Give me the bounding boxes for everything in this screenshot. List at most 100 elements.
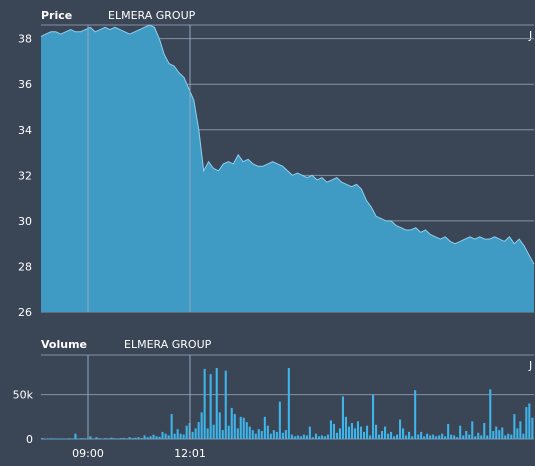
volume-bar [314,433,317,439]
volume-bar [444,436,447,439]
volume-bar [194,428,197,439]
volume-bar [519,421,522,440]
volume-bar [47,438,50,440]
volume-bar [347,426,350,439]
volume-bar [329,420,332,439]
volume-bar [209,374,212,439]
volume-bar [378,434,381,439]
volume-bar [290,434,293,439]
volume-panel-title: Volume [41,338,87,351]
volume-bar [98,438,101,439]
volume-bar [155,436,158,439]
volume-bar [281,432,284,439]
volume-bar [86,438,89,440]
volume-bar [122,437,125,439]
volume-bar [182,434,185,439]
volume-bar [242,417,245,439]
volume-bar [248,426,251,439]
volume-bar [44,438,47,440]
volume-bar [293,436,296,439]
volume-bar [185,425,188,439]
volume-bar [453,435,456,439]
volume-bar [56,438,59,440]
volume-bar [41,438,44,439]
volume-bar [164,433,167,439]
volume-bar [311,437,314,439]
volume-bar [429,435,432,439]
volume-bar [143,435,146,439]
volume-bar [299,436,302,439]
volume-bar [335,432,338,439]
volume-bar [405,435,408,439]
volume-bar [89,436,92,439]
volume-bar [272,430,275,439]
volume-bar [320,435,323,439]
volume-bar [203,368,206,439]
price-time-markers [87,25,191,312]
volume-bar [137,437,140,439]
volume-bar [399,419,402,439]
time-tick-label: 12:01 [174,447,206,460]
volume-bar [212,424,215,439]
volume-bar [221,430,224,439]
volume-bar [95,437,98,439]
volume-bar [80,438,83,439]
volume-bar [474,436,477,439]
volume-bar [417,434,420,439]
volume-bar [477,432,480,439]
volume-bar [191,431,194,439]
volume-bar [525,407,528,439]
volume-bar [113,438,116,439]
volume-bar [468,434,471,439]
volume-bar [465,431,468,439]
volume-bar [68,438,71,440]
volume-bar [101,438,104,440]
volume-bar [366,425,369,439]
volume-bar [471,421,474,440]
volume-bar [62,438,65,440]
price-tick-label: 38 [18,33,32,46]
volume-bar [254,433,257,439]
volume-bar [369,435,372,439]
volume-bar [302,434,305,439]
volume-bar [438,435,441,439]
volume-bar [396,434,399,439]
volume-bar [233,414,236,439]
volume-bar [426,433,429,439]
price-panel-title: Price [41,9,72,22]
volume-bar [402,428,405,439]
price-corner-label: J [528,29,532,42]
price-tick-label: 34 [18,124,32,137]
volume-bar [513,414,516,439]
volume-bar [308,426,311,439]
volume-bar [179,433,182,439]
volume-time-markers [87,355,191,439]
volume-bar [510,434,513,439]
volume-bar [408,431,411,439]
volume-bar [239,416,242,439]
volume-bar [384,426,387,439]
volume-bars [41,368,534,440]
volume-bar [140,438,143,439]
volume-bar [305,435,308,439]
volume-bar [251,430,254,439]
volume-bar [224,370,227,439]
volume-bar [462,435,465,439]
volume-bar [459,425,462,439]
price-y-axis: 26 28 30 32 34 36 38 [18,33,32,319]
volume-bar [149,436,152,439]
volume-bar [435,436,438,439]
volume-bar [504,435,507,439]
volume-bar [128,437,131,439]
volume-bar [245,422,248,439]
volume-bar [257,429,260,439]
volume-bar [173,433,176,439]
volume-bar [77,438,80,440]
volume-bar [65,438,68,440]
volume-bar [107,438,110,440]
volume-bar [338,428,341,439]
volume-bar [516,428,519,439]
price-tick-label: 30 [18,215,32,228]
volume-bar [296,435,299,439]
